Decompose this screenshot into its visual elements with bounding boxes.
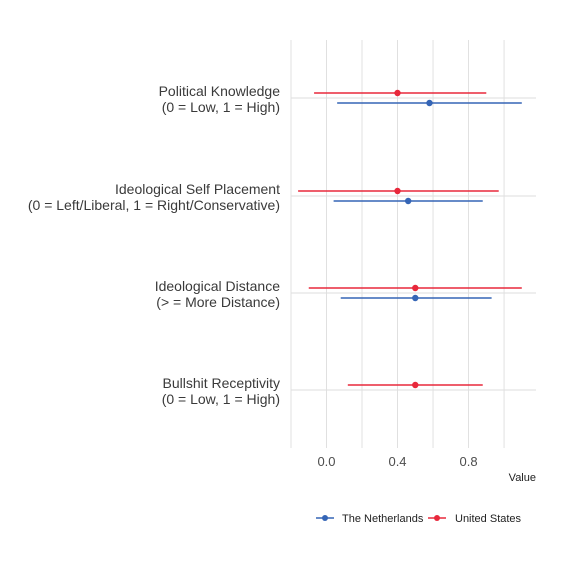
x-tick-labels: 0.0 0.4 0.8 xyxy=(317,454,477,469)
point-estimate xyxy=(394,89,401,97)
category-label-line2: (0 = Low, 1 = High) xyxy=(162,99,280,115)
legend-point-key xyxy=(322,515,328,521)
x-tick-label: 0.0 xyxy=(317,454,335,469)
plot-marks xyxy=(298,89,522,389)
category-labels: Political Knowledge(0 = Low, 1 = High)Id… xyxy=(28,83,280,407)
point-estimate xyxy=(412,381,419,389)
legend: The Netherlands United States xyxy=(316,513,522,525)
x-axis-title: Value xyxy=(509,472,536,484)
category-label-line2: (0 = Low, 1 = High) xyxy=(162,391,280,407)
legend-point-key xyxy=(434,515,440,521)
grid-lines xyxy=(290,40,536,448)
legend-item: United States xyxy=(428,513,522,525)
category-label-line1: Political Knowledge xyxy=(159,83,281,99)
category-label-line1: Ideological Self Placement xyxy=(115,181,280,197)
category-label-line2: (> = More Distance) xyxy=(156,294,280,310)
x-tick-label: 0.4 xyxy=(388,454,406,469)
legend-label: The Netherlands xyxy=(342,513,424,525)
point-estimate xyxy=(404,197,412,205)
category-label-line1: Ideological Distance xyxy=(155,278,281,294)
point-estimate xyxy=(412,284,419,292)
category-label-line1: Bullshit Receptivity xyxy=(163,375,281,391)
point-estimate xyxy=(394,187,401,195)
category-label-line2: (0 = Left/Liberal, 1 = Right/Conservativ… xyxy=(28,197,280,213)
x-tick-label: 0.8 xyxy=(459,454,477,469)
point-estimate xyxy=(426,99,433,107)
legend-label: United States xyxy=(455,513,522,525)
point-estimate xyxy=(412,294,419,302)
legend-item: The Netherlands xyxy=(316,513,424,525)
